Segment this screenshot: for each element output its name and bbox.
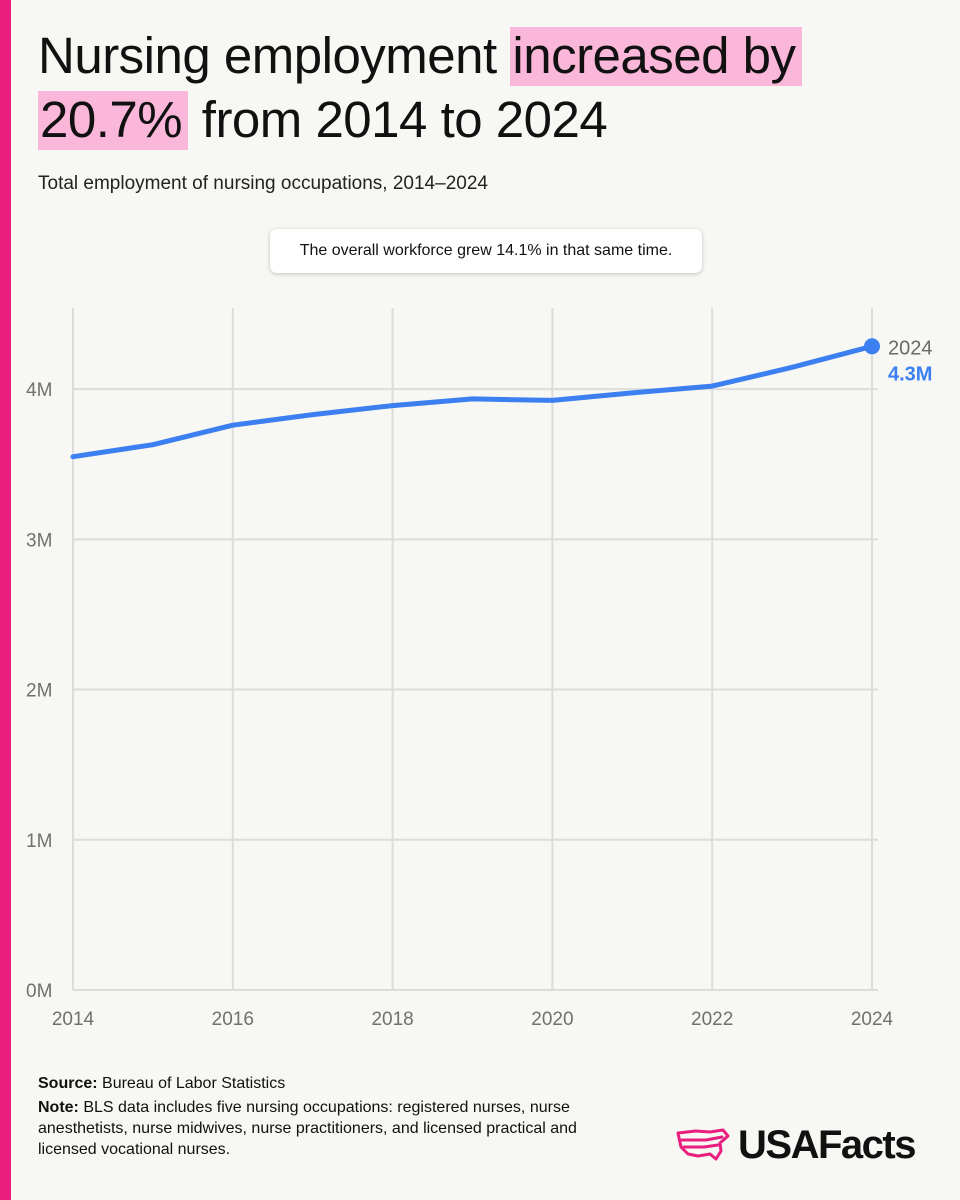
- y-tick-label: 1M: [26, 831, 52, 852]
- note-line: Note: BLS data includes five nursing occ…: [38, 1097, 638, 1160]
- usa-map-icon: [676, 1128, 730, 1161]
- source-line: Source: Bureau of Labor Statistics: [38, 1073, 638, 1094]
- x-tick-label: 2014: [52, 1009, 95, 1030]
- y-tick-label: 3M: [26, 530, 52, 551]
- source-text: Bureau of Labor Statistics: [97, 1075, 286, 1092]
- x-tick-label: 2022: [691, 1009, 733, 1030]
- y-tick-label: 2M: [26, 681, 52, 702]
- callout-box: The overall workforce grew 14.1% in that…: [270, 229, 702, 273]
- source-label: Source:: [38, 1075, 98, 1092]
- title-part-2: from 2014 to 2024: [188, 91, 608, 148]
- series-layer: 2024 4.3M: [70, 337, 933, 460]
- chart-subtitle: Total employment of nursing occupations,…: [38, 173, 488, 194]
- x-tick-label: 2018: [371, 1009, 413, 1030]
- x-tick-label: 2016: [212, 1009, 254, 1030]
- usafacts-logo: USAFacts: [676, 1120, 916, 1170]
- accent-bar: [0, 0, 11, 1200]
- series-line: [70, 343, 875, 460]
- end-label-value: 4.3M: [888, 363, 932, 385]
- logo-text: USAFacts: [738, 1122, 916, 1167]
- x-tick-label: 2024: [851, 1009, 894, 1030]
- chart-title: Nursing employment increased by 20.7% fro…: [38, 24, 938, 152]
- axis-layer: 2014 2016 2018 2020 2022 2024 0M 1M 2M 3M 4M: [26, 380, 894, 1030]
- grid-layer: [72, 308, 878, 991]
- end-point-marker: [864, 338, 880, 355]
- note-text: BLS data includes five nursing occupatio…: [38, 1099, 577, 1158]
- title-part-1: Nursing employment: [38, 27, 511, 84]
- line-chart: 2014 2016 2018 2020 2022 2024 0M 1M 2M 3M 4M 2024 4…: [26, 308, 933, 1030]
- x-tick-label: 2020: [531, 1009, 573, 1030]
- title-highlight-1: increased by: [510, 27, 802, 86]
- y-tick-label: 4M: [26, 380, 52, 401]
- end-label-year: 2024: [888, 337, 933, 359]
- title-highlight-2: 20.7%: [38, 91, 189, 150]
- note-label: Note:: [38, 1099, 79, 1116]
- y-tick-label: 0M: [26, 981, 52, 1002]
- footer: Source: Bureau of Labor Statistics Note:…: [38, 1073, 638, 1163]
